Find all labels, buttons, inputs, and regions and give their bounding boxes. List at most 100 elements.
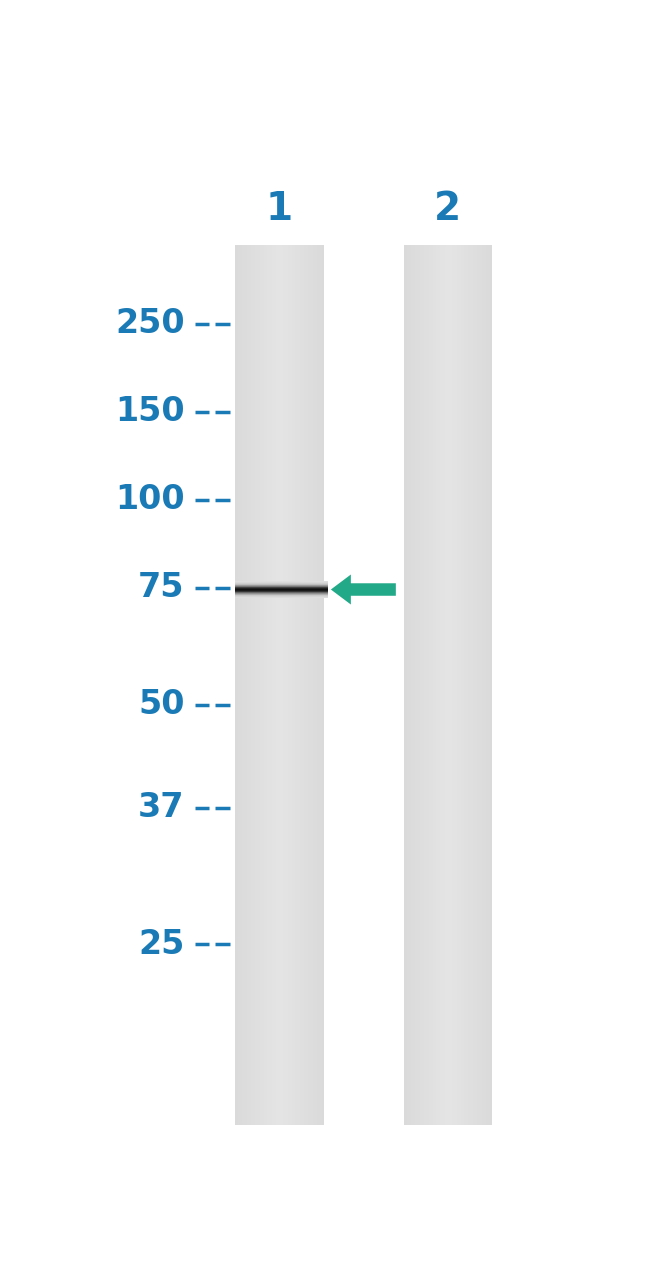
Bar bbox=[254, 245, 256, 1125]
Bar bbox=[239, 245, 241, 1125]
Bar bbox=[250, 245, 252, 1125]
Bar bbox=[261, 245, 263, 1125]
Bar bbox=[478, 245, 480, 1125]
Bar bbox=[279, 245, 281, 1125]
Bar bbox=[237, 245, 239, 1125]
Bar bbox=[288, 245, 290, 1125]
Bar bbox=[430, 245, 432, 1125]
Bar bbox=[316, 245, 318, 1125]
Text: 25: 25 bbox=[138, 928, 185, 961]
Bar bbox=[310, 245, 312, 1125]
Bar bbox=[490, 245, 492, 1125]
Bar bbox=[462, 245, 464, 1125]
Bar bbox=[415, 245, 417, 1125]
Bar bbox=[307, 245, 309, 1125]
Text: 2: 2 bbox=[434, 190, 462, 229]
Bar bbox=[255, 245, 257, 1125]
Bar bbox=[410, 245, 411, 1125]
Bar bbox=[306, 245, 307, 1125]
Bar bbox=[244, 245, 246, 1125]
Bar bbox=[488, 245, 489, 1125]
Bar bbox=[404, 245, 406, 1125]
Bar bbox=[450, 245, 452, 1125]
Bar bbox=[259, 245, 261, 1125]
Bar bbox=[424, 245, 426, 1125]
Bar bbox=[408, 245, 410, 1125]
Bar bbox=[291, 245, 292, 1125]
Bar bbox=[304, 245, 306, 1125]
Bar bbox=[439, 245, 441, 1125]
Bar bbox=[471, 245, 473, 1125]
Bar bbox=[484, 245, 486, 1125]
Bar bbox=[417, 245, 419, 1125]
Bar bbox=[278, 245, 280, 1125]
Bar bbox=[473, 245, 474, 1125]
Text: 37: 37 bbox=[138, 791, 185, 824]
Bar bbox=[274, 245, 276, 1125]
Bar bbox=[468, 245, 470, 1125]
Bar bbox=[460, 245, 461, 1125]
Bar bbox=[413, 245, 415, 1125]
Bar bbox=[407, 245, 409, 1125]
Bar bbox=[422, 245, 424, 1125]
Bar bbox=[238, 245, 240, 1125]
Text: 250: 250 bbox=[115, 307, 185, 340]
Bar bbox=[436, 245, 438, 1125]
Bar bbox=[420, 245, 422, 1125]
Bar bbox=[270, 245, 272, 1125]
Bar bbox=[300, 245, 302, 1125]
Bar bbox=[308, 245, 310, 1125]
Bar bbox=[248, 245, 250, 1125]
Bar bbox=[251, 245, 253, 1125]
Bar bbox=[428, 245, 430, 1125]
Bar bbox=[476, 245, 478, 1125]
Bar bbox=[292, 245, 294, 1125]
Bar bbox=[486, 245, 488, 1125]
Bar bbox=[474, 245, 476, 1125]
Bar bbox=[411, 245, 413, 1125]
Bar bbox=[260, 245, 262, 1125]
Bar bbox=[477, 245, 479, 1125]
Bar bbox=[449, 245, 451, 1125]
Bar bbox=[421, 245, 423, 1125]
Bar bbox=[285, 245, 287, 1125]
Bar bbox=[313, 245, 315, 1125]
Bar bbox=[426, 245, 428, 1125]
Bar bbox=[245, 245, 247, 1125]
Bar bbox=[322, 245, 324, 1125]
Bar bbox=[320, 245, 322, 1125]
Bar bbox=[442, 245, 444, 1125]
Bar bbox=[467, 245, 469, 1125]
Bar bbox=[470, 245, 472, 1125]
Bar bbox=[480, 245, 482, 1125]
Bar bbox=[318, 245, 320, 1125]
Bar bbox=[456, 245, 458, 1125]
Bar bbox=[266, 245, 268, 1125]
Bar bbox=[283, 245, 285, 1125]
Bar bbox=[445, 245, 447, 1125]
Bar bbox=[235, 245, 237, 1125]
Bar bbox=[263, 245, 265, 1125]
Bar bbox=[282, 245, 284, 1125]
Bar bbox=[452, 245, 454, 1125]
Bar bbox=[464, 245, 466, 1125]
Bar bbox=[276, 245, 278, 1125]
Bar bbox=[448, 245, 450, 1125]
Bar bbox=[246, 245, 248, 1125]
Bar bbox=[289, 245, 291, 1125]
Bar bbox=[454, 245, 456, 1125]
Bar bbox=[252, 245, 255, 1125]
Bar bbox=[434, 245, 437, 1125]
Bar bbox=[265, 245, 266, 1125]
Bar bbox=[437, 245, 439, 1125]
Bar bbox=[461, 245, 463, 1125]
Bar bbox=[482, 245, 484, 1125]
Bar bbox=[443, 245, 445, 1125]
Bar bbox=[301, 245, 303, 1125]
Bar bbox=[489, 245, 491, 1125]
Text: 50: 50 bbox=[138, 688, 185, 721]
Text: 75: 75 bbox=[138, 572, 185, 605]
Bar bbox=[447, 245, 448, 1125]
Bar bbox=[419, 245, 421, 1125]
Bar bbox=[257, 245, 259, 1125]
